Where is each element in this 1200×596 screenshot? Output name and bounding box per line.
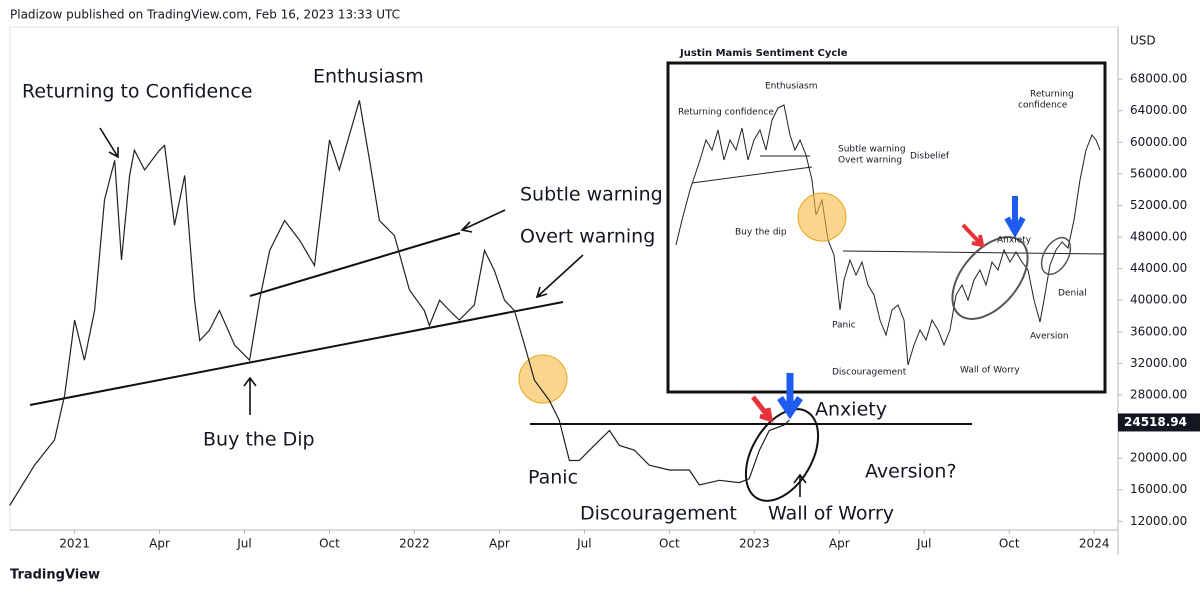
y-tick-label: 16000.00	[1130, 482, 1187, 496]
inset-frame	[666, 61, 1107, 394]
x-tick-label: Jul	[576, 537, 591, 551]
x-tick-label: Apr	[829, 537, 850, 551]
inset-ellipse	[951, 236, 1029, 320]
x-tick-label: 2022	[399, 537, 430, 551]
x-tick-label: Apr	[149, 537, 170, 551]
inset-curve	[675, 104, 1101, 366]
inset-arrow	[1004, 196, 1026, 239]
y-tick-label: 48000.00	[1130, 230, 1187, 244]
inset-label: confidence	[1018, 101, 1068, 111]
footer-logo: TradingView	[10, 568, 100, 583]
inset-label: Denial	[1058, 289, 1087, 299]
price-line	[9, 100, 790, 506]
inset-arrow	[961, 223, 985, 248]
inset-level	[842, 250, 1106, 255]
y-tick-label: 64000.00	[1130, 103, 1187, 117]
annotation: Panic	[528, 467, 578, 489]
inset-ellipse	[1040, 236, 1072, 276]
inset-title: Justin Mamis Sentiment Cycle	[679, 48, 848, 59]
x-tick-label: Oct	[659, 537, 680, 551]
y-tick-label: 20000.00	[1130, 451, 1187, 465]
arrow	[535, 254, 584, 299]
y-tick-label: 32000.00	[1130, 356, 1187, 370]
annotation: Aversion?	[865, 461, 957, 483]
inset-label: Panic	[832, 321, 856, 331]
x-tick-label: 2021	[59, 537, 90, 551]
annotation: Enthusiasm	[313, 66, 424, 88]
inset-label: Buy the dip	[735, 228, 787, 238]
inset-label: Overt warning	[838, 156, 902, 166]
arrow	[460, 209, 506, 233]
last-price-tag	[1118, 413, 1200, 432]
inset-circle	[797, 192, 847, 242]
x-tick-label: Oct	[999, 537, 1020, 551]
annotation: Overt warning	[520, 226, 655, 248]
trendline	[249, 232, 461, 297]
inset-label: Anxiety	[997, 236, 1032, 246]
arrow	[243, 376, 257, 415]
arrow	[793, 473, 807, 497]
inset-label: Returning	[1030, 90, 1074, 100]
y-tick-label: 60000.00	[1130, 135, 1187, 149]
inset-label: Wall of Worry	[960, 366, 1020, 376]
highlight-circle	[518, 354, 568, 404]
x-tick-label: 2023	[739, 537, 770, 551]
y-unit: USD	[1130, 34, 1156, 48]
inset-label: Aversion	[1030, 332, 1069, 342]
inset-label: Subtle warning	[838, 145, 906, 155]
blue-arrow	[777, 373, 803, 420]
annotation: Wall of Worry	[768, 503, 894, 525]
inset-label: Discouragement	[832, 368, 907, 378]
last-price-label: 24518.94	[1124, 415, 1187, 429]
annotation: Returning to Confidence	[22, 81, 252, 103]
inset-label: Disbelief	[910, 152, 950, 162]
inset-trend	[691, 166, 813, 184]
x-tick-label: Jul	[916, 537, 931, 551]
annotation: Discouragement	[580, 503, 737, 525]
y-tick-label: 36000.00	[1130, 324, 1187, 338]
y-tick-label: 12000.00	[1130, 514, 1187, 528]
y-tick-label: 56000.00	[1130, 166, 1187, 180]
annotation: Subtle warning	[520, 184, 663, 206]
header: Pladizow published on TradingView.com, F…	[10, 8, 400, 22]
annotation: Buy the Dip	[203, 429, 315, 451]
x-tick-label: Oct	[319, 537, 340, 551]
x-tick-label: Jul	[236, 537, 251, 551]
red-arrow	[751, 395, 774, 423]
inset-label: Returning confidence	[678, 108, 774, 118]
arrow	[99, 127, 119, 159]
y-tick-label: 44000.00	[1130, 261, 1187, 275]
highlight-ellipse	[744, 408, 820, 502]
trendline	[29, 301, 564, 406]
y-tick-label: 52000.00	[1130, 198, 1187, 212]
arrows	[99, 127, 807, 497]
y-tick-label: 68000.00	[1130, 72, 1187, 86]
x-tick-label: Apr	[489, 537, 510, 551]
annotation: Anxiety	[815, 399, 887, 421]
x-tick-label: 2024	[1079, 537, 1110, 551]
y-tick-label: 40000.00	[1130, 293, 1187, 307]
inset-label: Enthusiasm	[765, 82, 818, 92]
y-tick-label: 28000.00	[1130, 387, 1187, 401]
